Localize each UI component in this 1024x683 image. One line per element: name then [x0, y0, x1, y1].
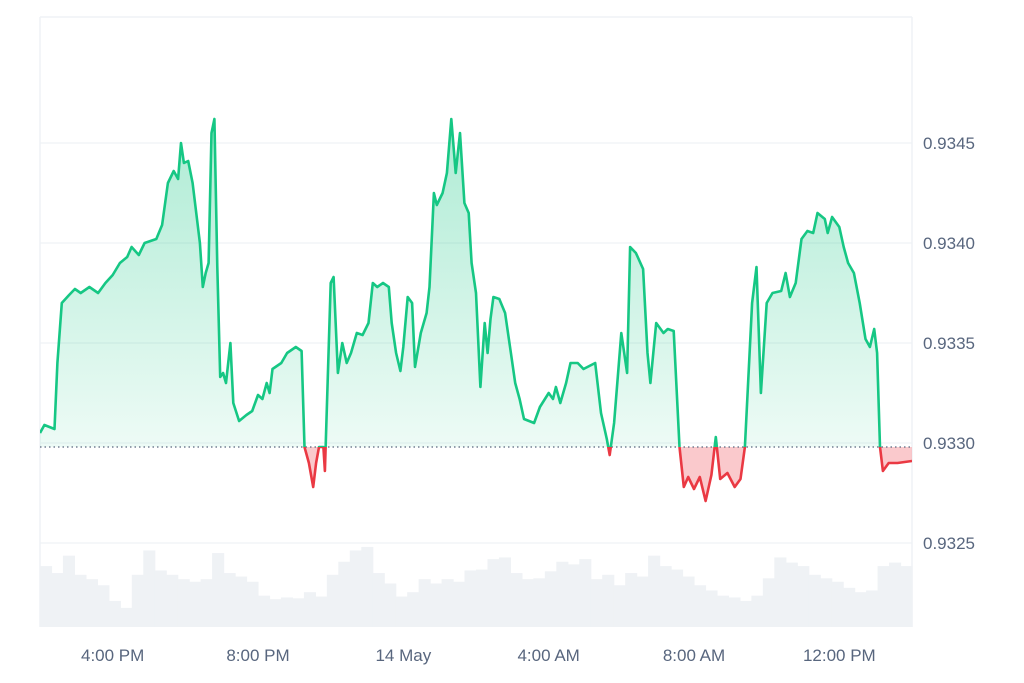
volume-bar [326, 574, 339, 627]
y-tick-label: 0.9340 [923, 234, 975, 253]
volume-bar [40, 566, 53, 627]
volume-bar [315, 596, 328, 627]
volume-bar [441, 579, 454, 627]
volume-bar [200, 579, 213, 627]
volume-bar [131, 574, 144, 627]
volume-bar [613, 585, 626, 627]
volume-bar [487, 559, 500, 627]
volume-bar [338, 561, 351, 627]
volume-bar [694, 585, 707, 627]
volume-bar [97, 585, 110, 627]
volume-bar [774, 557, 787, 627]
volume-bar [751, 595, 764, 627]
volume-bar [636, 576, 649, 627]
x-tick-label: 4:00 PM [81, 646, 144, 665]
volume-bar [521, 579, 534, 627]
volume-bar [407, 592, 420, 627]
volume-bar [476, 569, 489, 627]
volume-bar [349, 550, 362, 627]
volume-bar [843, 587, 856, 627]
volume-bar [716, 595, 730, 627]
volume-bar [361, 546, 374, 627]
volume-bar [498, 557, 512, 627]
price-line[interactable] [40, 117, 912, 503]
volume-bar [544, 571, 557, 627]
volume-bar [866, 590, 879, 627]
x-tick-label: 8:00 AM [663, 646, 725, 665]
volume-bar [235, 576, 248, 627]
volume-bar [108, 600, 121, 627]
volume-bar [280, 597, 294, 627]
volume-bar [143, 550, 156, 627]
y-tick-label: 0.9335 [923, 334, 975, 353]
volume-bar [854, 592, 867, 627]
volume-bar [762, 578, 775, 627]
volume-bar [877, 566, 890, 627]
volume-bar [556, 561, 569, 627]
volume-bar [510, 573, 523, 627]
area-fill-up [40, 119, 912, 447]
volume-bar [189, 581, 202, 627]
volume-bar [533, 578, 546, 627]
volume-bar [739, 600, 752, 627]
volume-bar [384, 583, 397, 627]
x-tick-label: 12:00 PM [803, 646, 876, 665]
volume-bar [797, 566, 810, 627]
y-tick-label: 0.9345 [923, 134, 975, 153]
volume-bar [430, 583, 443, 627]
volume-bar [705, 590, 718, 627]
volume-bar [728, 597, 741, 627]
volume-bar [579, 559, 592, 627]
volume-bar [303, 592, 316, 627]
volume-bar [212, 553, 225, 627]
volume-bar [223, 573, 236, 627]
volume-bar [453, 581, 466, 627]
price-line-up[interactable] [40, 117, 912, 501]
volume-bar [464, 570, 477, 627]
volume-bar [785, 562, 798, 627]
volume-bar [820, 578, 833, 627]
volume-bar [567, 564, 580, 627]
volume-bar [62, 555, 76, 627]
volume-bar [418, 579, 431, 627]
x-tick-label: 14 May [375, 646, 431, 665]
y-axis: 0.9325 0.9330 0.9335 0.9340 0.9345 [923, 134, 975, 553]
volume-bar [120, 607, 133, 627]
y-tick-label: 0.9325 [923, 534, 975, 553]
volume-bar [889, 562, 902, 627]
volume-bar [269, 599, 282, 627]
volume-bar [258, 595, 271, 627]
volume-bars [40, 546, 913, 627]
volume-bar [74, 574, 87, 627]
volume-bar [246, 581, 259, 627]
volume-bar [671, 569, 684, 627]
volume-bar [51, 573, 64, 627]
volume-bar [659, 566, 672, 627]
volume-bar [682, 576, 695, 627]
volume-bar [590, 579, 603, 627]
y-tick-label: 0.9330 [923, 434, 975, 453]
volume-bar [177, 579, 190, 627]
x-tick-label: 4:00 AM [517, 646, 579, 665]
volume-bar [395, 596, 408, 627]
volume-bar [900, 566, 913, 627]
volume-bar [625, 573, 638, 627]
x-axis: 4:00 PM 8:00 PM 14 May 4:00 AM 8:00 AM 12:00 … [81, 646, 876, 665]
x-tick-label: 8:00 PM [226, 646, 289, 665]
plot-frame [39, 16, 913, 627]
volume-bar [166, 574, 179, 627]
volume-bar [831, 581, 844, 627]
volume-bar [648, 555, 661, 627]
volume-bar [292, 598, 305, 627]
volume-bar [602, 574, 615, 627]
volume-bar [154, 570, 167, 627]
volume-bar [808, 574, 821, 627]
volume-bar [85, 579, 98, 627]
volume-bar [372, 573, 385, 627]
